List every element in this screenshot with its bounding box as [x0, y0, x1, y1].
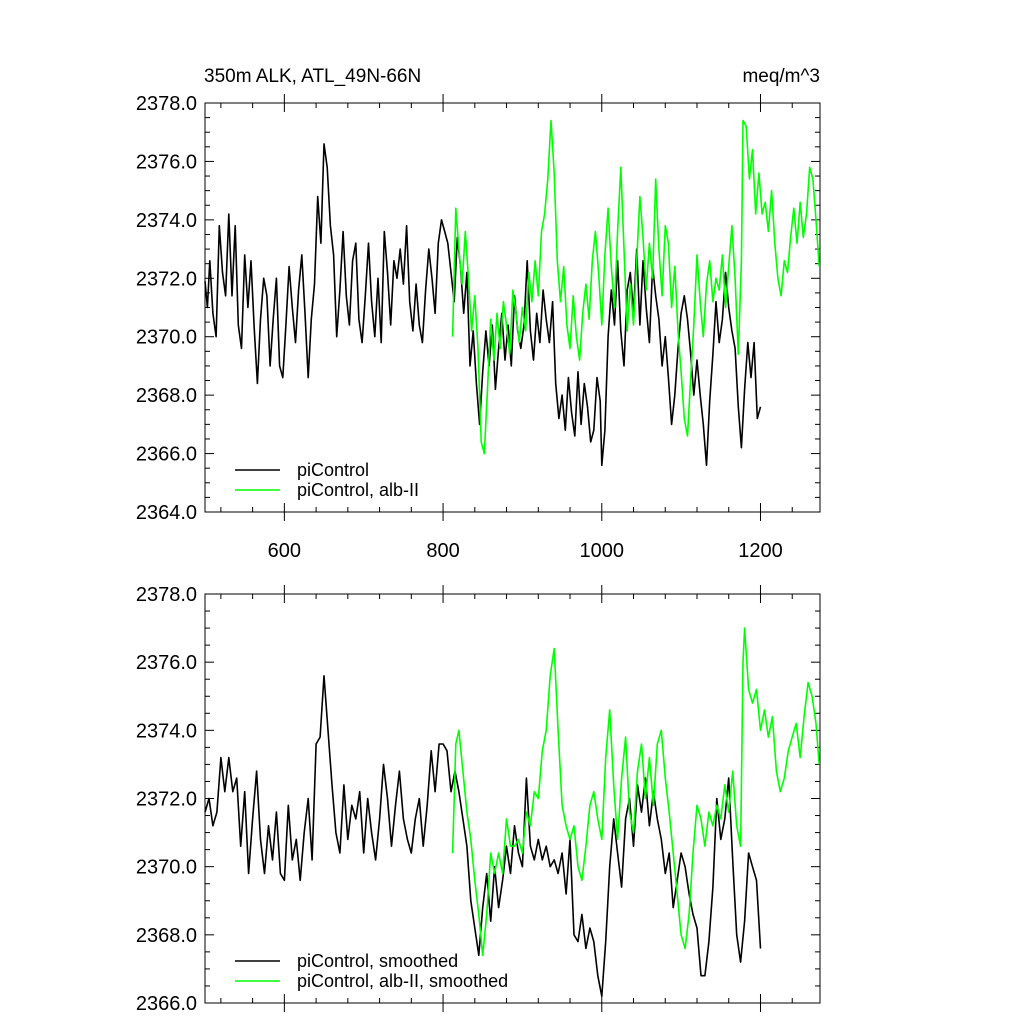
- x-tick-label: 800: [426, 540, 459, 562]
- x-tick-label: 1000: [580, 540, 625, 562]
- y-tick-label: 2368.0: [136, 385, 197, 407]
- legend-label: piControl, smoothed: [297, 951, 458, 971]
- series-line-picontrol: [204, 675, 762, 997]
- y-tick-label: 2374.0: [136, 720, 197, 742]
- x-tick-label: 1200: [738, 540, 783, 562]
- y-tick-label: 2368.0: [136, 925, 197, 947]
- series-line-alb-ii: [451, 627, 820, 957]
- series-line-alb-ii: [451, 119, 820, 455]
- y-tick-label: 2372.0: [136, 268, 197, 290]
- legend-label: piControl, alb-II: [297, 480, 419, 500]
- y-tick-label: 2376.0: [136, 652, 197, 674]
- legend-label: piControl: [297, 460, 369, 480]
- x-tick-label: 600: [268, 540, 301, 562]
- y-tick-label: 2378.0: [136, 93, 197, 115]
- y-tick-label: 2370.0: [136, 857, 197, 879]
- y-tick-label: 2366.0: [136, 993, 197, 1015]
- y-tick-label: 2364.0: [136, 502, 197, 524]
- y-tick-label: 2370.0: [136, 327, 197, 349]
- y-tick-label: 2366.0: [136, 444, 197, 466]
- y-tick-label: 2376.0: [136, 151, 197, 173]
- y-tick-label: 2374.0: [136, 210, 197, 232]
- plot-frame-2: [204, 593, 821, 1004]
- units-label: meq/m^3: [742, 66, 820, 87]
- legend-label: piControl, alb-II, smoothed: [297, 971, 508, 991]
- y-tick-label: 2378.0: [136, 584, 197, 606]
- series-line-picontrol: [204, 143, 762, 467]
- y-tick-label: 2372.0: [136, 789, 197, 811]
- chart-title: 350m ALK, ATL_49N-66N: [204, 66, 421, 87]
